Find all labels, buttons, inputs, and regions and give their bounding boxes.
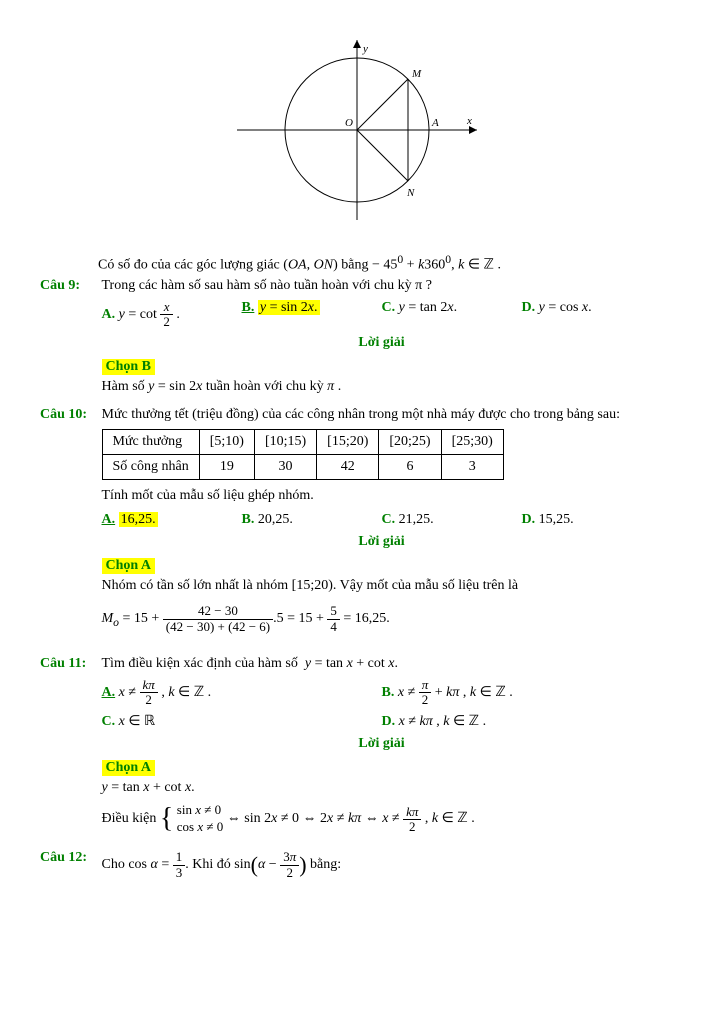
q9-explain: Hàm số y = sin 2x tuần hoàn với chu kỳ π… [102, 379, 662, 395]
q11-chon: Chọn A [102, 760, 156, 776]
q9-opt-d: D. y = cos x. [522, 300, 662, 330]
q11-text: Tìm điều kiện xác định của hàm số y = ta… [102, 656, 399, 671]
q10-formula: Mo = 15 + 42 − 30 (42 − 30) + (42 − 6) .… [102, 604, 662, 634]
q9-text: Trong các hàm số sau hàm số nào tuần hoà… [102, 278, 432, 293]
table-row2-label: Số công nhân [102, 455, 199, 480]
q10-explain1: Nhóm có tần số lớn nhất là nhóm [15;20).… [102, 578, 662, 594]
q10-text2: Tính mốt của mẫu số liệu ghép nhóm. [102, 488, 662, 504]
q9-opt-c: C. y = tan 2x. [382, 300, 522, 330]
q11-opt-c: C. x ∈ ℝ [102, 713, 382, 730]
table-cell: 3 [441, 455, 503, 480]
q10-opt-a: A. 16,25. [102, 512, 242, 528]
q12-text: Cho cos α = 13. Khi đó sin(α − 3π2) bằng… [102, 850, 662, 880]
q10-opt-b: B. 20,25. [242, 512, 382, 528]
q10-opt-c: C. 21,25. [382, 512, 522, 528]
q11-condition: Điều kiện { sin x ≠ 0 cos x ≠ 0 ⇔ sin 2x… [102, 802, 662, 836]
q10-chon: Chọn A [102, 558, 156, 574]
q9-opt-b: B. y = sin 2x. [242, 300, 382, 330]
table-cell: 6 [379, 455, 441, 480]
table-cell: 30 [254, 455, 316, 480]
table-cell: [10;15) [254, 430, 316, 455]
q9-loigiai: Lời giải [102, 335, 662, 351]
q11-opt-a: A. x ≠ kπ2 , k ∈ ℤ . [102, 678, 382, 708]
svg-text:x: x [466, 115, 472, 127]
q11-loigiai: Lời giải [102, 736, 662, 752]
q10-label: Câu 10: [40, 407, 98, 423]
q11-opt-d: D. x ≠ kπ , k ∈ ℤ . [382, 713, 662, 730]
q10-opt-d: D. 15,25. [522, 512, 662, 528]
svg-text:A: A [431, 117, 439, 129]
q11-line1: y = tan x + cot x. [102, 780, 662, 796]
q9-opt-a: A. y = cot x2 . [102, 300, 242, 330]
q11-label: Câu 11: [40, 656, 98, 672]
svg-text:O: O [345, 117, 353, 129]
table-cell: [15;20) [317, 430, 379, 455]
svg-text:y: y [362, 43, 368, 55]
svg-text:M: M [411, 68, 422, 80]
table-cell: 19 [199, 455, 254, 480]
q10-loigiai: Lời giải [102, 534, 662, 550]
unit-circle-diagram: y x O A M N [40, 30, 674, 235]
q10-table: Mức thưởng [5;10) [10;15) [15;20) [20;25… [102, 429, 504, 480]
table-cell: 42 [317, 455, 379, 480]
q12-label: Câu 12: [40, 850, 98, 866]
table-row1-label: Mức thưởng [102, 430, 199, 455]
table-cell: [5;10) [199, 430, 254, 455]
svg-text:N: N [406, 187, 415, 199]
q9-label: Câu 9: [40, 278, 98, 294]
table-cell: [25;30) [441, 430, 503, 455]
q10-text: Mức thưởng tết (triệu đồng) của các công… [102, 407, 621, 422]
q9-chon: Chọn B [102, 359, 156, 375]
table-cell: [20;25) [379, 430, 441, 455]
q11-opt-b: B. x ≠ π2 + kπ , k ∈ ℤ . [382, 678, 662, 708]
intro-line: Có số đo của các góc lượng giác (OA, ON)… [98, 253, 674, 274]
